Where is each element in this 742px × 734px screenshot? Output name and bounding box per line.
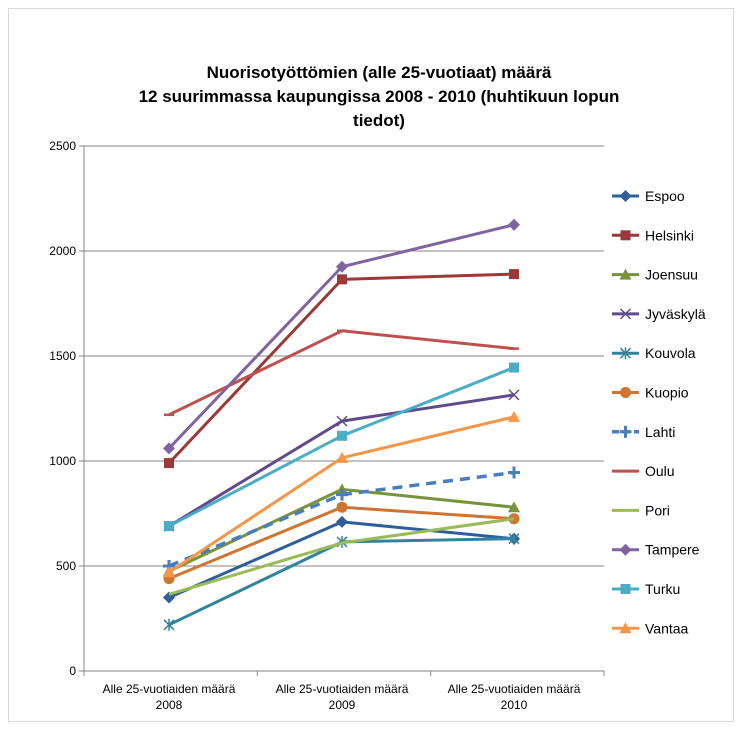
data-point (336, 415, 348, 427)
data-point (164, 458, 174, 469)
legend-label: Joensuu (645, 267, 698, 283)
y-tick-label: 2000 (49, 244, 76, 258)
x-tick-label: 2010 (501, 698, 528, 712)
legend-label: Oulu (645, 463, 675, 479)
data-point (508, 218, 520, 231)
legend-marker (620, 387, 631, 398)
series-helsinki (164, 269, 519, 469)
legend: Espoo Helsinki Joensuu Jyväskylä Kouvola Kuop… (612, 188, 706, 636)
legend-marker (620, 584, 631, 594)
legend-label: Turku (645, 581, 680, 597)
legend-item-joensuu: Joensuu (612, 267, 698, 283)
data-point (163, 618, 175, 631)
legend-marker (620, 230, 631, 241)
x-tick-label: Alle 25-vuotiaiden määrä (103, 682, 236, 696)
data-point (163, 442, 175, 455)
data-point (164, 521, 174, 532)
legend-marker (619, 425, 632, 438)
data-point (336, 451, 348, 463)
data-point (336, 260, 348, 273)
data-point (337, 430, 347, 441)
legend-marker (619, 543, 632, 556)
y-tick-label: 2500 (49, 139, 76, 153)
legend-label: Kuopio (645, 385, 689, 401)
series-line (168, 520, 515, 599)
legend-item-jyväskylä: Jyväskylä (612, 306, 706, 322)
series-lines (163, 218, 520, 631)
data-point (337, 274, 347, 285)
series-turku (164, 362, 519, 532)
legend-label: Helsinki (645, 227, 694, 243)
legend-item-vantaa: Vantaa (612, 620, 689, 636)
data-point (508, 532, 520, 545)
series-line (168, 487, 515, 573)
legend-label: Tampere (645, 542, 700, 558)
legend-label: Kouvola (645, 345, 696, 361)
data-point (509, 362, 519, 373)
x-tick-label: 2009 (329, 698, 356, 712)
legend-item-tampere: Tampere (612, 542, 700, 558)
legend-marker (619, 308, 632, 320)
data-point (508, 389, 520, 401)
chart-title: Nuorisotyöttömien (alle 25-vuotiaat) mää… (139, 63, 620, 130)
series-pori (168, 517, 515, 596)
data-point (508, 501, 520, 513)
chart-title-line-2: 12 suurimmassa kaupungissa 2008 - 2010 (… (139, 87, 620, 106)
legend-item-kuopio: Kuopio (612, 385, 689, 401)
legend-label: Lahti (645, 424, 675, 440)
legend-item-helsinki: Helsinki (612, 227, 694, 243)
legend-item-lahti: Lahti (612, 424, 675, 440)
y-tick-label: 1000 (49, 454, 76, 468)
axes: 0 500 1000 1500 2000 2500 Alle 25-vuotiaiden m… (49, 139, 605, 712)
series-lahti (163, 466, 520, 572)
series-line (167, 223, 515, 450)
data-point (509, 269, 519, 280)
legend-marker (619, 268, 632, 280)
legend-item-turku: Turku (612, 581, 680, 597)
data-point (336, 488, 348, 501)
series-tampere (163, 218, 520, 455)
legend-marker (619, 347, 632, 360)
data-point (336, 515, 348, 528)
series-vantaa (163, 410, 520, 578)
chart-title-line-3: tiedot) (353, 111, 405, 130)
chart-frame: Nuorisotyöttömien (alle 25-vuotiaat) mää… (8, 8, 734, 722)
legend-marker (619, 622, 632, 634)
legend-item-pori: Pori (612, 502, 670, 518)
y-tick-label: 0 (69, 664, 76, 678)
x-tick-label: 2008 (156, 698, 183, 712)
line-chart: Nuorisotyöttömien (alle 25-vuotiaat) mää… (49, 63, 706, 712)
chart-title-line-1: Nuorisotyöttömien (alle 25-vuotiaat) mää… (207, 63, 552, 82)
x-tick-label: Alle 25-vuotiaiden määrä (448, 682, 581, 696)
series-line (168, 517, 515, 596)
y-tick-label: 1500 (49, 349, 76, 363)
data-point (508, 410, 520, 422)
data-point (163, 566, 175, 578)
x-tick-label: Alle 25-vuotiaiden määrä (276, 682, 409, 696)
y-tick-label: 500 (56, 559, 76, 573)
legend-label: Pori (645, 502, 670, 518)
series-line (168, 537, 515, 627)
legend-label: Espoo (645, 188, 685, 204)
legend-item-kouvola: Kouvola (612, 345, 696, 361)
legend-label: Jyväskylä (645, 306, 706, 322)
data-point (336, 501, 348, 513)
legend-marker (619, 190, 632, 202)
data-point (508, 466, 520, 479)
legend-item-oulu: Oulu (612, 463, 675, 479)
legend-label: Vantaa (645, 620, 689, 636)
legend-item-espoo: Espoo (612, 188, 685, 204)
